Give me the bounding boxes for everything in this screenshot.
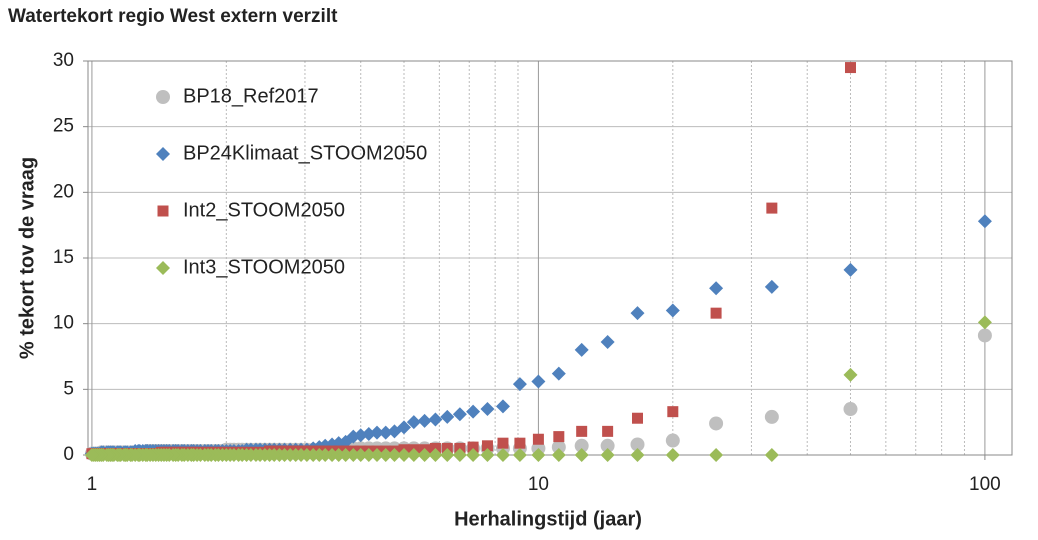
point bbox=[440, 409, 455, 424]
point bbox=[466, 404, 481, 419]
point bbox=[378, 425, 393, 440]
point bbox=[630, 437, 645, 452]
point bbox=[844, 62, 856, 74]
legend-marker bbox=[157, 205, 169, 217]
y-tick-label: 20 bbox=[53, 181, 74, 202]
point bbox=[665, 303, 680, 318]
point bbox=[600, 448, 615, 462]
x-tick-label: 1 bbox=[87, 474, 98, 495]
legend: BP18_Ref2017 BP24Klimaat_STOOM2050 Int2_ST… bbox=[156, 85, 427, 278]
y-tick-label: 30 bbox=[53, 50, 74, 71]
point bbox=[428, 412, 443, 427]
x-tick-label: 100 bbox=[969, 474, 1001, 495]
point bbox=[417, 448, 432, 462]
point bbox=[417, 413, 432, 428]
point bbox=[452, 407, 467, 422]
point bbox=[84, 448, 99, 462]
y-tick-label: 10 bbox=[53, 313, 74, 334]
point bbox=[452, 448, 467, 462]
point bbox=[361, 448, 376, 462]
point bbox=[843, 262, 858, 277]
y-tick-label: 15 bbox=[53, 247, 74, 268]
point bbox=[977, 328, 992, 343]
point bbox=[514, 437, 526, 449]
point bbox=[480, 402, 495, 417]
point bbox=[551, 440, 566, 455]
x-axis-label: Herhalingstijd (jaar) bbox=[454, 508, 642, 530]
point bbox=[481, 440, 493, 452]
point bbox=[387, 424, 402, 439]
point bbox=[632, 412, 644, 424]
point bbox=[397, 448, 412, 462]
point bbox=[369, 448, 384, 462]
legend-marker bbox=[156, 147, 170, 161]
plot-area bbox=[84, 62, 992, 462]
point bbox=[764, 409, 779, 424]
point bbox=[574, 438, 589, 453]
x-tick-label: 10 bbox=[528, 474, 549, 495]
point bbox=[764, 448, 779, 462]
point bbox=[667, 406, 679, 418]
point bbox=[843, 367, 858, 382]
point bbox=[551, 366, 566, 381]
grid: 0 5 10 15 20 25 30 1 10 100 bbox=[53, 50, 1013, 495]
point bbox=[406, 448, 421, 462]
legend-marker bbox=[156, 261, 170, 275]
point bbox=[495, 399, 510, 414]
point bbox=[977, 315, 992, 330]
plot-border bbox=[87, 60, 1013, 456]
point bbox=[576, 425, 588, 437]
point bbox=[353, 448, 368, 462]
point bbox=[600, 335, 615, 350]
y-tick-label: 25 bbox=[53, 116, 74, 137]
point bbox=[495, 448, 510, 462]
legend-label: BP24Klimaat_STOOM2050 bbox=[183, 142, 427, 164]
point bbox=[709, 448, 724, 462]
point bbox=[600, 438, 615, 453]
point bbox=[602, 425, 614, 437]
point bbox=[977, 214, 992, 229]
chart-title: Watertekort regio West extern verzilt bbox=[8, 6, 338, 27]
legend-label: Int3_STOOM2050 bbox=[183, 256, 345, 278]
point bbox=[665, 448, 680, 462]
point bbox=[512, 377, 527, 392]
point bbox=[466, 448, 481, 462]
point bbox=[532, 433, 544, 445]
point bbox=[630, 448, 645, 462]
point bbox=[551, 448, 566, 462]
point bbox=[764, 279, 779, 294]
point bbox=[531, 374, 546, 389]
point bbox=[428, 448, 443, 462]
point bbox=[387, 448, 402, 462]
point bbox=[574, 342, 589, 357]
point bbox=[665, 433, 680, 448]
legend-label: Int2_STOOM2050 bbox=[183, 199, 345, 221]
legend-marker bbox=[156, 90, 170, 104]
point bbox=[467, 441, 479, 453]
point bbox=[766, 202, 778, 214]
point bbox=[378, 448, 393, 462]
y-axis-label: % tekort tov de vraag bbox=[16, 157, 38, 359]
point bbox=[346, 448, 361, 462]
y-tick-label: 5 bbox=[63, 378, 74, 399]
point bbox=[531, 448, 546, 462]
point bbox=[709, 416, 724, 431]
point bbox=[843, 402, 858, 417]
point bbox=[574, 448, 589, 462]
point bbox=[497, 437, 509, 449]
point bbox=[440, 448, 455, 462]
y-tick-label: 0 bbox=[63, 444, 74, 465]
point bbox=[710, 307, 722, 319]
point bbox=[709, 281, 724, 296]
point bbox=[406, 415, 421, 430]
point bbox=[630, 306, 645, 321]
point bbox=[512, 448, 527, 462]
point bbox=[553, 431, 565, 443]
legend-label: BP18_Ref2017 bbox=[183, 85, 319, 107]
point bbox=[480, 448, 495, 462]
